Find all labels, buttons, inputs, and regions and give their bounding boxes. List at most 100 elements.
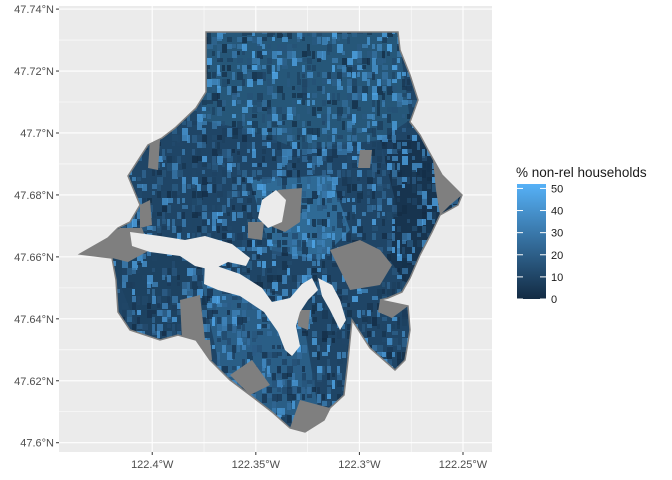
tract-cell <box>317 219 323 225</box>
tract-cell <box>202 156 207 162</box>
tract-cell <box>297 226 300 232</box>
tract-cell <box>227 373 232 377</box>
tract-cell <box>227 79 230 84</box>
tract-cell <box>327 37 330 41</box>
ship-canal-water <box>130 232 250 270</box>
tract-cell <box>392 198 396 207</box>
tract-cell <box>237 37 243 42</box>
tract-cell <box>257 261 261 267</box>
tract-cell <box>417 233 421 237</box>
tract-cell <box>287 387 293 395</box>
tract-cell <box>312 240 315 248</box>
tract-cell <box>412 170 416 178</box>
tract-cell <box>342 352 346 358</box>
tract-cell <box>282 32 285 34</box>
tract-cell <box>402 254 407 258</box>
tract-cell <box>227 296 233 304</box>
tract-cell <box>317 338 322 347</box>
tract-cell <box>312 79 316 85</box>
tract-cell <box>142 296 148 305</box>
tract-cell <box>257 345 262 353</box>
tract-cell <box>312 233 317 238</box>
tract-cell <box>197 135 203 144</box>
tract-cell <box>392 282 396 291</box>
tract-cell <box>142 198 146 205</box>
tract-cell <box>317 303 323 311</box>
tract-cell <box>332 149 338 158</box>
tract-cell <box>282 275 287 284</box>
tract-cell <box>132 261 138 270</box>
tract-cell <box>202 163 207 167</box>
tract-cell <box>377 170 380 174</box>
tract-cell <box>152 282 158 287</box>
tract-cell <box>357 219 361 227</box>
tract-cell <box>347 121 352 130</box>
tract-cell <box>167 156 172 163</box>
tract-cell <box>422 191 427 199</box>
tract-cell <box>197 149 201 157</box>
tract-cell <box>412 156 415 160</box>
tract-cell <box>232 317 237 326</box>
tract-cell <box>327 114 330 121</box>
tract-cell <box>207 37 211 45</box>
tract-cell <box>282 184 286 189</box>
tract-cell <box>287 72 290 78</box>
tract-cell <box>152 324 155 333</box>
tract-cell <box>207 79 212 87</box>
tract-cell <box>342 121 345 130</box>
tract-cell <box>277 58 283 65</box>
tract-cell <box>312 296 315 305</box>
tract-cell <box>387 338 393 347</box>
tract-cell <box>357 198 361 203</box>
tract-cell <box>307 163 312 168</box>
tract-cell <box>322 79 327 84</box>
tract-cell <box>187 289 193 298</box>
tract-cell <box>287 268 290 276</box>
tract-cell <box>287 415 291 423</box>
tract-cell <box>317 261 320 266</box>
tract-cell <box>332 58 338 63</box>
tract-cell <box>292 247 297 256</box>
tract-cell <box>187 184 191 189</box>
tract-cell <box>212 163 218 172</box>
tract-cell <box>217 352 220 360</box>
tract-cell <box>157 177 163 185</box>
tract-cell <box>342 219 345 223</box>
tract-cell <box>237 233 243 240</box>
tract-cell <box>122 268 128 277</box>
tract-cell <box>332 128 337 134</box>
tract-cell <box>322 51 326 60</box>
tract-cell <box>267 373 271 377</box>
tract-cell <box>377 32 380 38</box>
tract-cell <box>167 198 173 203</box>
tract-cell <box>352 100 358 109</box>
tract-cell <box>427 163 430 172</box>
tract-cell <box>152 184 157 189</box>
tract-cell <box>252 107 258 113</box>
tract-cell <box>427 205 432 209</box>
tract-cell <box>262 177 267 184</box>
tract-cell <box>357 149 362 154</box>
tract-cell <box>402 72 406 76</box>
tract-cell <box>347 149 352 153</box>
tract-cell <box>252 247 257 251</box>
tract-cell <box>367 121 370 129</box>
tract-cell <box>377 58 383 65</box>
tract-cell <box>257 177 260 181</box>
tract-cell <box>282 359 287 365</box>
tract-cell <box>277 296 282 302</box>
tract-cell <box>232 114 236 118</box>
tract-cell <box>202 296 208 305</box>
tract-cell <box>372 226 378 231</box>
tract-cell <box>277 408 282 417</box>
tract-cell <box>317 114 321 118</box>
tract-cell <box>232 261 238 267</box>
tract-cell <box>212 72 216 78</box>
tract-cell <box>257 170 262 175</box>
tract-cell <box>307 233 310 238</box>
tract-cell <box>267 114 271 121</box>
tract-cell <box>262 352 268 358</box>
tract-cell <box>387 359 392 367</box>
tract-cell <box>382 51 385 59</box>
tract-cell <box>377 205 382 211</box>
